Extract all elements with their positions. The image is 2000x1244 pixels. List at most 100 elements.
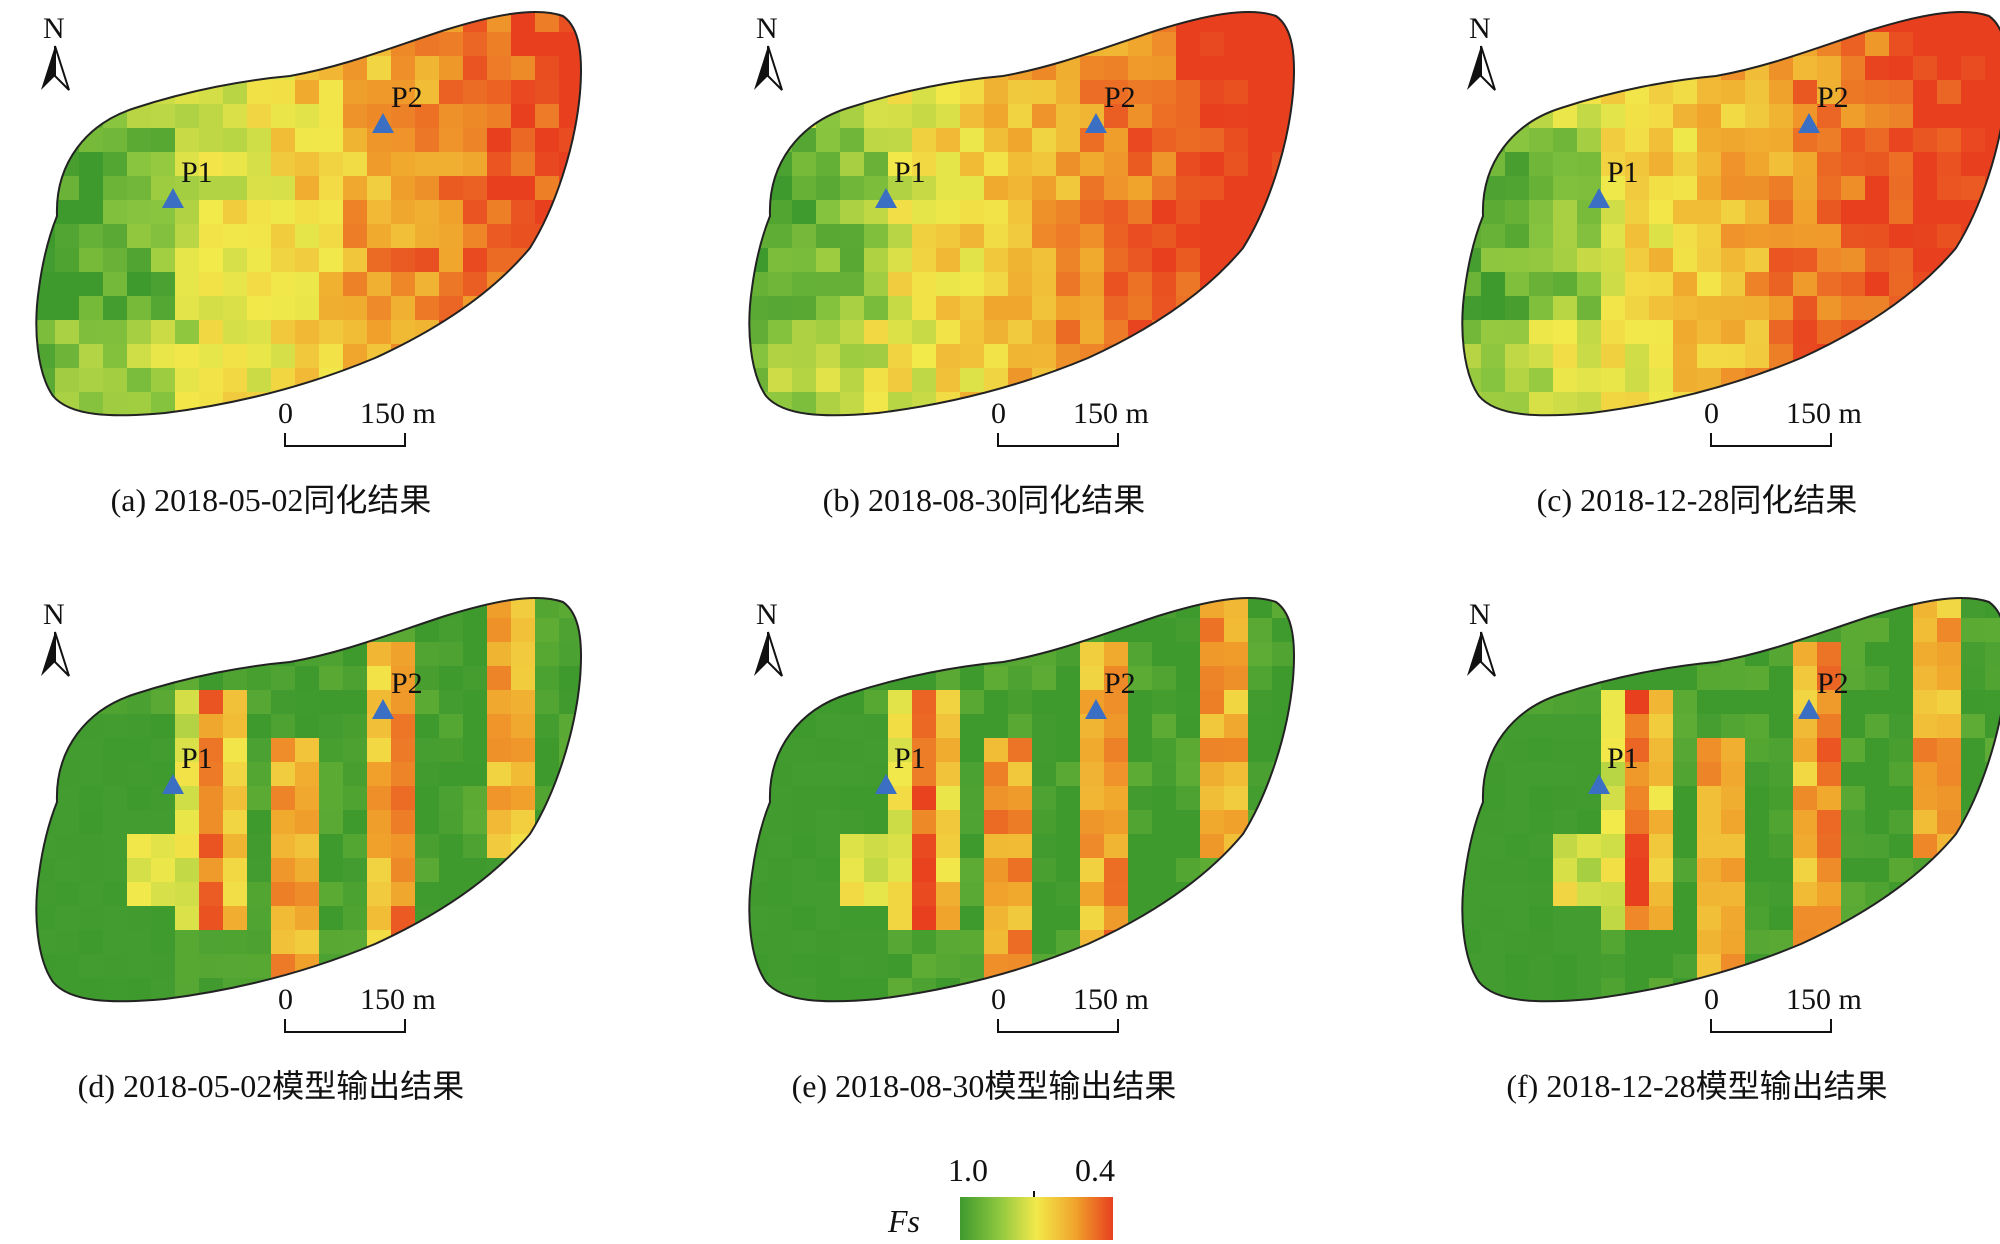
raster-cell [984, 690, 1009, 715]
raster-cell [816, 416, 841, 441]
raster-cell [247, 618, 272, 643]
raster-cell [1553, 320, 1578, 345]
raster-cell [463, 786, 488, 811]
raster-cell [816, 296, 841, 321]
raster-cell [1553, 224, 1578, 249]
raster-cell [199, 32, 224, 57]
raster-cell [816, 762, 841, 787]
raster-cell [1985, 642, 2000, 667]
raster-cell [1224, 320, 1249, 345]
raster-cell [439, 858, 464, 883]
raster-cell [1913, 392, 1938, 416]
raster-cell [1673, 416, 1698, 441]
raster-cell [1673, 176, 1698, 201]
raster-cell [247, 128, 272, 153]
raster-cell [1200, 714, 1225, 739]
raster-cell [1673, 104, 1698, 129]
raster-cell [1176, 128, 1201, 153]
raster-cell [888, 690, 913, 715]
raster-cell [1889, 416, 1914, 441]
raster-cell [535, 690, 560, 715]
raster-cell [1296, 930, 1321, 955]
raster-cell [1008, 320, 1033, 345]
raster-cell [1248, 56, 1273, 81]
raster-cell [487, 930, 512, 955]
raster-cell [319, 858, 344, 883]
raster-cell [1961, 834, 1986, 859]
raster-cell [1817, 858, 1842, 883]
raster-cell [1481, 224, 1506, 249]
raster-cell [463, 104, 488, 129]
raster-cell [79, 786, 104, 811]
raster-cell [36, 152, 56, 177]
raster-cell [840, 738, 865, 763]
raster-cell [1553, 690, 1578, 715]
raster-cell [487, 762, 512, 787]
raster-cell [1505, 834, 1530, 859]
study-area-outline [35, 11, 583, 417]
raster-cell [1128, 128, 1153, 153]
raster-cell [415, 834, 440, 859]
raster-cell [535, 104, 560, 129]
raster-cell [223, 834, 248, 859]
raster-cell [1937, 930, 1962, 955]
raster-cell [1462, 344, 1482, 369]
raster-cell [1248, 714, 1273, 739]
raster-cell [583, 978, 608, 1003]
raster-cell [151, 272, 176, 297]
raster-cell [1937, 834, 1962, 859]
raster-cell [36, 690, 56, 715]
raster-cell [1865, 762, 1890, 787]
raster-cell [1080, 882, 1105, 907]
raster-cell [984, 666, 1009, 691]
raster-cell [888, 762, 913, 787]
raster-cell [984, 762, 1009, 787]
raster-cell [247, 690, 272, 715]
raster-cell [1841, 368, 1866, 393]
point-label: P2 [1104, 667, 1136, 700]
raster-cell [151, 882, 176, 907]
raster-cell [1176, 200, 1201, 225]
raster-cell [1176, 906, 1201, 931]
raster-cell [1008, 930, 1033, 955]
raster-cell [247, 666, 272, 691]
raster-cell [175, 320, 200, 345]
raster-cell [175, 344, 200, 369]
raster-cell [1577, 858, 1602, 883]
raster-cell [1937, 248, 1962, 273]
raster-cell [1152, 176, 1177, 201]
raster-cell [1601, 954, 1626, 979]
raster-cell [127, 56, 152, 81]
raster-cell [984, 80, 1009, 105]
raster-cell [199, 882, 224, 907]
raster-cell [535, 368, 560, 393]
raster-cell [1817, 368, 1842, 393]
raster-cell [864, 272, 889, 297]
raster-cell [1577, 642, 1602, 667]
raster-cell [127, 714, 152, 739]
raster-cell [1481, 978, 1506, 1002]
point-label: P2 [1104, 81, 1136, 114]
raster-cell [1961, 690, 1986, 715]
raster-cell [367, 368, 392, 393]
raster-cell [1128, 368, 1153, 393]
raster-cell [1529, 176, 1554, 201]
raster-cell [247, 224, 272, 249]
raster-cell [415, 176, 440, 201]
raster-cell [1529, 392, 1554, 416]
raster-cell [1553, 11, 1578, 33]
raster-cell [535, 1002, 560, 1027]
raster-cell [487, 128, 512, 153]
raster-cell [840, 978, 865, 1002]
raster-cell [1697, 666, 1722, 691]
raster-cell [864, 32, 889, 57]
raster-cell [535, 810, 560, 835]
raster-cell [1745, 786, 1770, 811]
raster-cell [1649, 392, 1674, 416]
raster-cell [1008, 882, 1033, 907]
raster-cell [792, 11, 817, 33]
raster-cell [1673, 834, 1698, 859]
raster-cell [1985, 690, 2000, 715]
